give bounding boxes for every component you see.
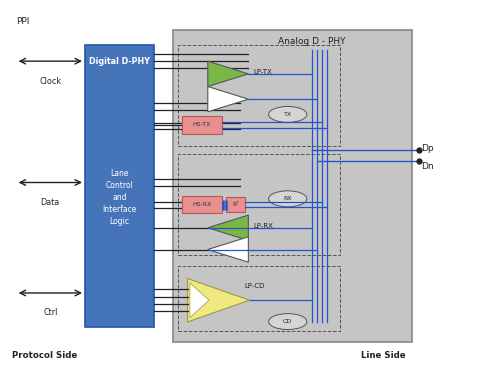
Bar bbox=[178, 45, 340, 146]
Bar bbox=[178, 154, 340, 255]
Ellipse shape bbox=[269, 191, 307, 207]
Text: CD: CD bbox=[283, 319, 292, 324]
Polygon shape bbox=[208, 61, 248, 87]
Text: Dp: Dp bbox=[421, 143, 434, 153]
Text: Ctrl: Ctrl bbox=[43, 308, 58, 318]
Text: HS-RX: HS-RX bbox=[192, 202, 212, 207]
Polygon shape bbox=[208, 87, 248, 112]
Text: Protocol Side: Protocol Side bbox=[12, 351, 77, 360]
Polygon shape bbox=[188, 278, 250, 322]
Text: Analog D - PHY: Analog D - PHY bbox=[278, 37, 345, 46]
Bar bbox=[178, 266, 340, 331]
Bar bbox=[182, 196, 222, 213]
Text: RX: RX bbox=[284, 196, 292, 201]
Text: PPI: PPI bbox=[16, 17, 29, 26]
Text: Rᵀ: Rᵀ bbox=[232, 202, 239, 207]
Bar bbox=[182, 116, 222, 134]
Ellipse shape bbox=[269, 314, 307, 330]
Text: HS-TX: HS-TX bbox=[193, 122, 211, 127]
Polygon shape bbox=[208, 237, 248, 262]
Polygon shape bbox=[190, 283, 209, 318]
Text: Digital D-PHY: Digital D-PHY bbox=[89, 57, 150, 66]
Ellipse shape bbox=[269, 107, 307, 122]
Text: TX: TX bbox=[284, 112, 292, 117]
Text: Dn: Dn bbox=[421, 162, 434, 171]
Polygon shape bbox=[208, 215, 248, 241]
Text: Clock: Clock bbox=[39, 77, 61, 85]
Text: Data: Data bbox=[41, 198, 60, 207]
Text: LP-RX: LP-RX bbox=[253, 223, 273, 229]
Bar bbox=[226, 197, 245, 212]
Text: LP-TX: LP-TX bbox=[253, 69, 272, 75]
Text: Line Side: Line Side bbox=[361, 351, 406, 360]
Text: LP-CD: LP-CD bbox=[245, 284, 265, 289]
Text: Lane
Control
and
Interface
Logic: Lane Control and Interface Logic bbox=[102, 169, 137, 226]
Bar bbox=[173, 30, 412, 342]
Bar bbox=[85, 45, 154, 327]
